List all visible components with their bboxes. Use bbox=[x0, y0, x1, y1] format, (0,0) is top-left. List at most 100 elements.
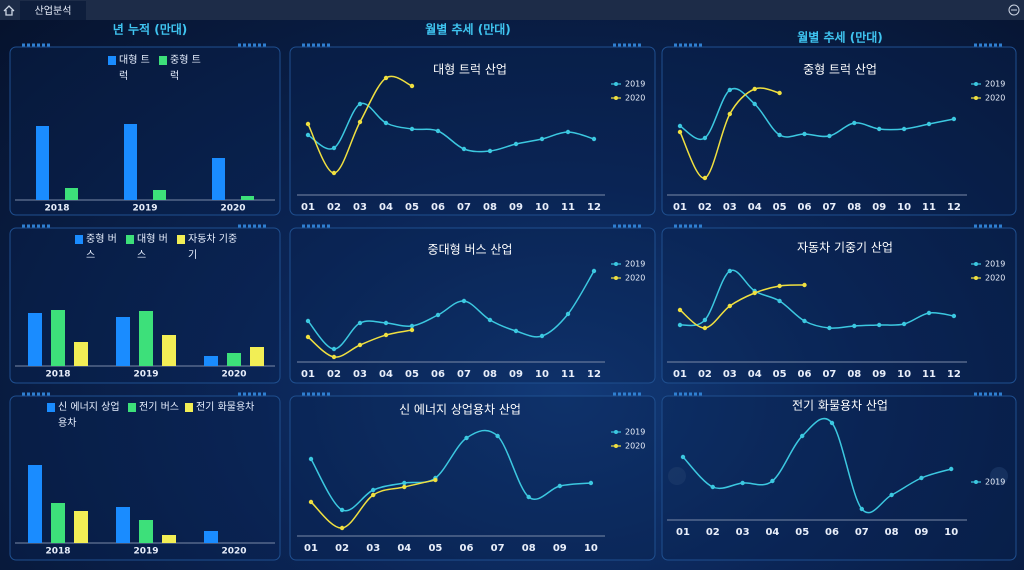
x-tick-label: 11 bbox=[922, 202, 936, 213]
bar bbox=[51, 503, 65, 543]
point bbox=[339, 507, 345, 513]
point bbox=[409, 83, 415, 89]
point bbox=[409, 327, 415, 333]
x-tick-label: 05 bbox=[773, 369, 787, 380]
tab[interactable] bbox=[20, 1, 86, 20]
point bbox=[339, 525, 345, 531]
legend-label: 신 에너지 상업용차 bbox=[58, 402, 120, 429]
prev-arrow[interactable] bbox=[668, 467, 686, 485]
legend-label: 2019 bbox=[985, 478, 1005, 487]
plot bbox=[677, 268, 957, 331]
line bbox=[310, 429, 591, 512]
legend-label: 자동차 기중기 bbox=[188, 234, 238, 261]
point bbox=[827, 133, 832, 139]
bar bbox=[124, 124, 137, 200]
x-tick-label: 07 bbox=[457, 369, 471, 380]
chart-title: 대형 트럭 산업 bbox=[433, 63, 507, 77]
legend: 중형 버스 대형 버스 자동차 기중기 bbox=[75, 232, 238, 264]
point bbox=[859, 506, 864, 512]
point bbox=[305, 318, 311, 324]
point bbox=[802, 131, 807, 137]
x-tick-label: 01 bbox=[304, 543, 318, 554]
x-tick-label: 05 bbox=[773, 202, 787, 213]
plot bbox=[305, 268, 597, 360]
point bbox=[710, 484, 715, 490]
legend-label: 2020 bbox=[625, 274, 645, 283]
point bbox=[331, 346, 337, 352]
point bbox=[740, 480, 745, 486]
bar bbox=[227, 353, 241, 366]
point bbox=[702, 175, 708, 181]
point bbox=[727, 111, 732, 117]
line bbox=[679, 284, 805, 329]
point bbox=[591, 268, 597, 274]
point bbox=[308, 499, 314, 505]
plot bbox=[677, 86, 957, 181]
x-tick-label: 09 bbox=[872, 369, 886, 380]
legend-label: 2020 bbox=[625, 94, 645, 103]
x-tick-label: 10 bbox=[897, 369, 911, 380]
x-tick-label: 01 bbox=[301, 369, 315, 380]
point bbox=[889, 492, 894, 498]
legend-item: 대형 트럭 bbox=[108, 53, 153, 85]
point bbox=[591, 136, 597, 142]
point bbox=[802, 318, 807, 324]
tab-label[interactable]: 산업분석 bbox=[35, 4, 72, 17]
point bbox=[677, 322, 683, 328]
x-tick-label: 08 bbox=[885, 527, 899, 538]
point bbox=[677, 307, 683, 313]
x-tick-label: 04 bbox=[397, 543, 411, 554]
x-tick-label: 07 bbox=[822, 369, 836, 380]
bar bbox=[36, 126, 49, 200]
point bbox=[487, 317, 493, 323]
legend-marker bbox=[614, 430, 618, 434]
bar bbox=[153, 190, 166, 200]
legend-marker bbox=[974, 96, 978, 100]
x-tick-label: 09 bbox=[509, 369, 523, 380]
next-arrow[interactable] bbox=[990, 467, 1008, 485]
x-tick-label: 10 bbox=[944, 527, 958, 538]
point bbox=[702, 325, 708, 331]
point bbox=[752, 290, 757, 296]
bar bbox=[28, 465, 42, 543]
bar bbox=[162, 535, 176, 543]
column-title: 년 누적 (만대) bbox=[113, 22, 188, 37]
legend-item: 자동차 기중기 bbox=[177, 232, 238, 264]
bar bbox=[116, 507, 130, 543]
x-tick-label: 11 bbox=[561, 369, 575, 380]
point bbox=[433, 477, 438, 483]
x-tick-label: 07 bbox=[491, 543, 505, 554]
close-icon[interactable] bbox=[1008, 4, 1020, 16]
x-tick-label: 04 bbox=[765, 527, 779, 538]
point bbox=[308, 456, 314, 462]
x-tick-label: 2020 bbox=[221, 547, 246, 557]
point bbox=[926, 310, 932, 316]
point bbox=[702, 317, 708, 323]
legend-label: 2020 bbox=[985, 94, 1005, 103]
legend-label: 2019 bbox=[625, 260, 645, 269]
point bbox=[877, 126, 882, 132]
x-tick-label: 01 bbox=[673, 202, 687, 213]
point bbox=[539, 136, 545, 142]
x-tick-label: 10 bbox=[535, 202, 549, 213]
x-tick-label: 2020 bbox=[221, 370, 246, 380]
legend-swatch bbox=[108, 56, 116, 65]
point bbox=[461, 146, 467, 152]
x-tick-label: 02 bbox=[698, 202, 712, 213]
chart-title: 중형 트럭 산업 bbox=[803, 63, 877, 77]
bar bbox=[116, 317, 130, 366]
bar bbox=[212, 158, 225, 200]
home-icon[interactable] bbox=[3, 5, 15, 16]
point bbox=[526, 494, 531, 500]
chart-title: 전기 화물용차 산업 bbox=[792, 399, 888, 413]
point bbox=[565, 129, 571, 135]
point bbox=[680, 454, 686, 460]
point bbox=[677, 129, 683, 135]
point bbox=[383, 75, 389, 81]
x-tick-label: 05 bbox=[405, 369, 419, 380]
legend-marker bbox=[614, 444, 618, 448]
x-tick-label: 2019 bbox=[132, 204, 157, 214]
x-tick-label: 06 bbox=[825, 527, 839, 538]
point bbox=[752, 101, 757, 107]
line bbox=[307, 102, 595, 153]
